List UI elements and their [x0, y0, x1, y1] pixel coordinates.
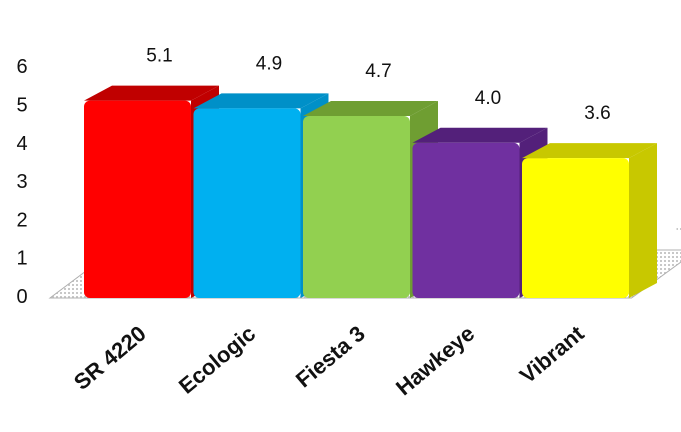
data-label: 4.9 [256, 53, 282, 74]
data-label: 5.1 [146, 46, 172, 67]
y-tick-label: 6 [16, 56, 27, 78]
category-label: Ecologic [174, 321, 260, 399]
bar-front-face [194, 108, 301, 298]
category-label: Vibrant [515, 320, 589, 388]
bar-front-face [522, 158, 629, 298]
bar [522, 143, 657, 298]
data-label: 4.0 [475, 88, 501, 109]
category-label: Fiesta 3 [291, 321, 370, 393]
category-label: SR 4220 [69, 321, 151, 395]
y-tick-label: 1 [16, 248, 27, 270]
bars [84, 86, 657, 298]
y-tick-label: 2 [16, 209, 27, 231]
bar-front-face [84, 101, 191, 298]
y-axis-ticks: 0 1 2 3 4 5 6 [16, 56, 27, 308]
bar-front-face [303, 116, 410, 298]
bar-front-face [413, 143, 520, 298]
data-label: 4.7 [365, 61, 391, 82]
data-label: 3.6 [584, 103, 610, 124]
y-tick-label: 0 [16, 286, 27, 308]
bar-side-face [629, 143, 657, 298]
category-labels: SR 4220 Ecologic Fiesta 3 Hawkeye Vibrant [69, 320, 589, 400]
back-wall-hatch [677, 226, 681, 232]
y-tick-label: 5 [16, 95, 27, 117]
y-tick-label: 3 [16, 171, 27, 193]
category-label: Hawkeye [391, 321, 479, 401]
y-tick-label: 4 [16, 133, 27, 155]
